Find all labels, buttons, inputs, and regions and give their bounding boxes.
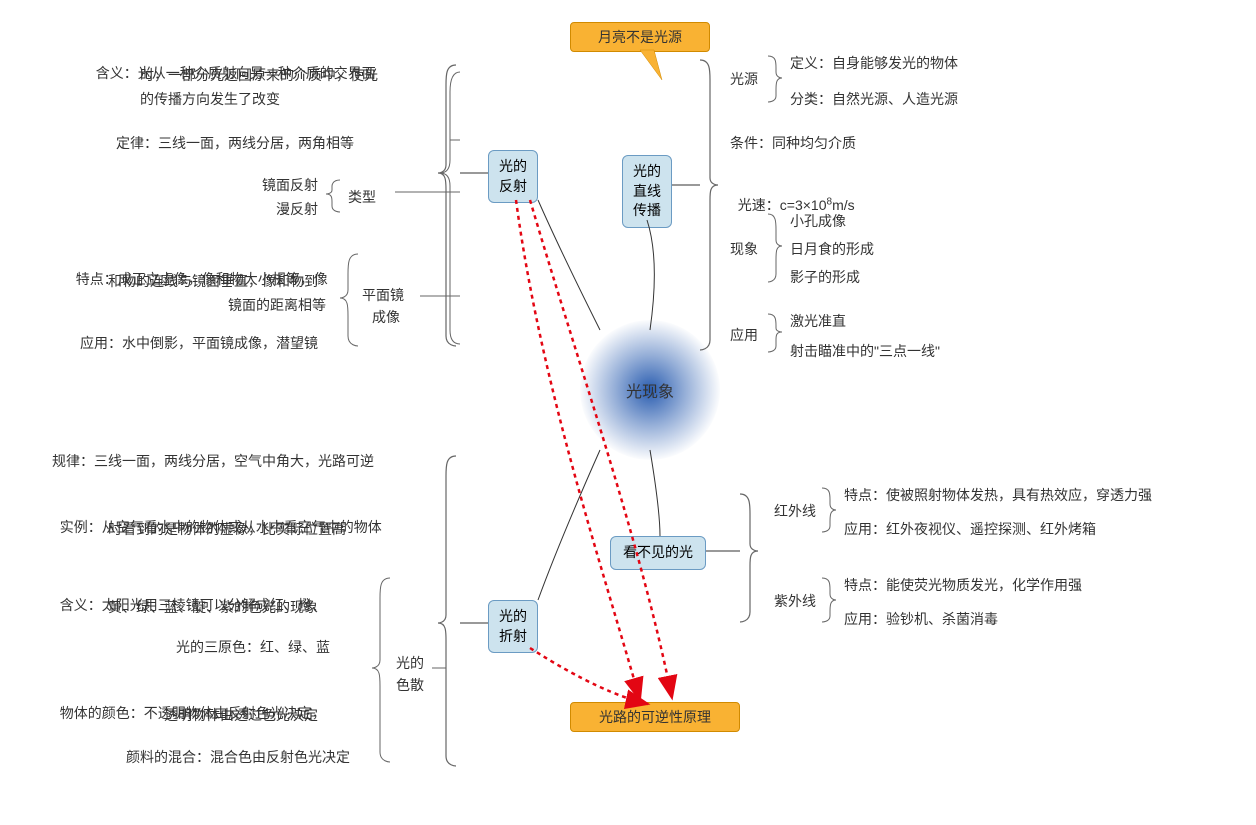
application-2: 射击瞄准中的"三点一线": [790, 340, 940, 362]
node-invisible-l1: 看不见的光: [623, 544, 693, 560]
node-reflection: 光的 反射: [488, 150, 538, 203]
mirror-label-l2: 成像: [372, 306, 400, 328]
node-refraction: 光的 折射: [488, 600, 538, 653]
callout-moon-text: 月亮不是光源: [598, 29, 682, 45]
node-straight: 光的 直线 传播: [622, 155, 672, 228]
ir-app: 应用：红外夜视仪、遥控探测、红外烤箱: [844, 518, 1096, 540]
mirror-label-l1: 平面镜: [362, 284, 404, 306]
node-straight-l2: 直线: [633, 183, 661, 199]
pigment-mix: 颜料的混合：混合色由反射色光决定: [126, 746, 350, 768]
reflection-type-label: 类型: [348, 186, 376, 208]
phenomenon-label: 现象: [730, 238, 758, 260]
node-reflection-l2: 反射: [499, 178, 527, 194]
phenomenon-3: 影子的形成: [790, 266, 860, 288]
center-node: 光现象: [580, 320, 720, 460]
callout-moon: 月亮不是光源: [570, 22, 710, 52]
node-straight-l1: 光的: [633, 163, 661, 179]
dispersion-label-l1: 光的: [396, 652, 424, 674]
mirror-feature-l2: 和物的连线与镜面垂直，像和物到: [108, 270, 318, 292]
source-class: 分类：自然光源、人造光源: [790, 88, 958, 110]
primary-colors: 光的三原色：红、绿、蓝: [176, 636, 330, 658]
node-refraction-l1: 光的: [499, 608, 527, 624]
center-label: 光现象: [626, 378, 674, 402]
mirror-feature-l3: 镜面的距离相等: [228, 294, 326, 316]
phenomenon-2: 日月食的形成: [790, 238, 874, 260]
source-def: 定义：自身能够发光的物体: [790, 52, 958, 74]
uv-app: 应用：验钞机、杀菌消毒: [844, 608, 998, 630]
reflection-meaning-l2: 时，一部分光返回原来的介质中，使光: [140, 64, 378, 86]
ir-label: 红外线: [774, 500, 816, 522]
node-reflection-l1: 光的: [499, 158, 527, 174]
condition: 条件：同种均匀介质: [730, 132, 856, 154]
phenomenon-1: 小孔成像: [790, 210, 846, 232]
refraction-example-l2: 时看到的是物体的虚像，比实际位置高: [108, 518, 346, 540]
reflection-meaning-l3: 的传播方向发生了改变: [140, 88, 280, 110]
node-refraction-l2: 折射: [499, 628, 527, 644]
reflection-law: 定律：三线一面，两线分居，两角相等: [116, 132, 354, 154]
callout-reversible-text: 光路的可逆性原理: [599, 709, 711, 725]
uv-label: 紫外线: [774, 590, 816, 612]
uv-feature: 特点：能使荧光物质发光，化学作用强: [844, 574, 1082, 596]
ir-feature: 特点：使被照射物体发热，具有热效应，穿透力强: [844, 484, 1152, 506]
application-label: 应用: [730, 324, 758, 346]
refraction-law: 规律：三线一面，两线分居，空气中角大，光路可逆: [52, 450, 374, 472]
dispersion-meaning-l2: 黄、绿、蓝、靛、紫的色光的现象: [108, 596, 318, 618]
source-label: 光源: [730, 68, 758, 90]
node-straight-l3: 传播: [633, 202, 661, 218]
callout-reversible: 光路的可逆性原理: [570, 702, 740, 732]
mirror-app: 应用：水中倒影，平面镜成像，潜望镜: [80, 332, 318, 354]
object-color-l2: 透明物体由透过色光决定: [164, 704, 318, 726]
reflection-type-1: 镜面反射: [262, 174, 318, 196]
node-invisible: 看不见的光: [610, 536, 706, 570]
dispersion-label-l2: 色散: [396, 674, 424, 696]
application-1: 激光准直: [790, 310, 846, 332]
reflection-type-2: 漫反射: [276, 198, 318, 220]
